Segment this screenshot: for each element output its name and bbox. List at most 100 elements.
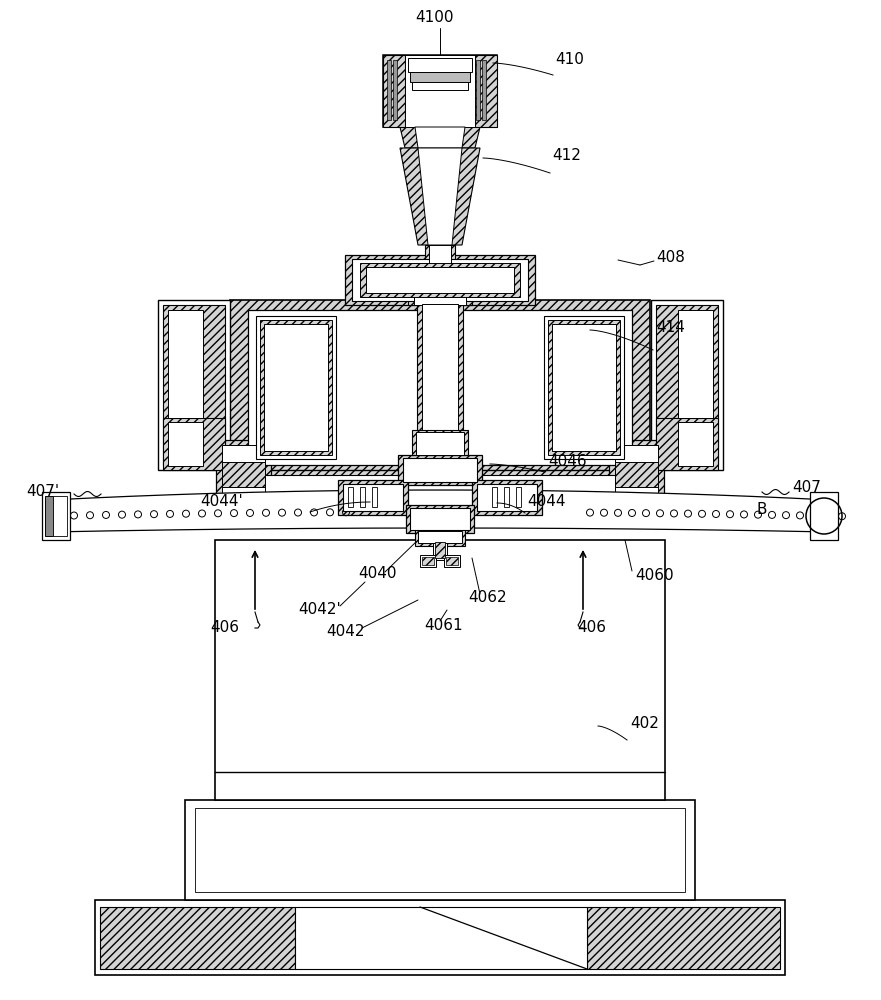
Bar — [422, 304, 458, 471]
Bar — [352, 259, 528, 301]
Text: 4044': 4044' — [200, 494, 243, 510]
Bar — [656, 305, 718, 465]
Bar — [216, 440, 271, 505]
Text: 4061: 4061 — [424, 617, 463, 633]
Bar — [163, 305, 225, 465]
Bar — [222, 445, 265, 500]
Bar — [412, 82, 468, 90]
Bar — [408, 58, 472, 72]
Bar — [383, 55, 497, 127]
Bar — [475, 55, 497, 127]
Bar — [609, 440, 664, 505]
Bar — [360, 487, 365, 507]
Bar — [163, 418, 225, 470]
Text: 4100: 4100 — [415, 9, 454, 24]
Bar — [422, 557, 434, 565]
Bar — [587, 907, 780, 969]
Bar — [516, 487, 521, 507]
Text: 410: 410 — [555, 52, 584, 68]
Bar — [678, 422, 713, 466]
Bar — [393, 60, 397, 120]
Text: 408: 408 — [656, 250, 685, 265]
Bar — [222, 462, 265, 487]
Bar — [260, 320, 332, 455]
Bar — [185, 800, 695, 900]
Bar — [256, 316, 336, 459]
Bar — [410, 72, 470, 82]
Bar — [482, 60, 486, 120]
Bar — [45, 496, 53, 536]
Bar — [387, 60, 391, 120]
Text: 406: 406 — [577, 620, 606, 636]
Bar — [168, 310, 203, 418]
Bar — [476, 60, 480, 120]
Bar — [417, 300, 463, 475]
Text: 402: 402 — [630, 716, 659, 732]
Polygon shape — [400, 127, 480, 148]
Bar — [398, 455, 482, 485]
Text: B: B — [756, 502, 766, 518]
Bar — [446, 557, 458, 565]
Bar — [406, 505, 474, 533]
Text: 4042': 4042' — [298, 602, 341, 617]
Bar — [651, 300, 723, 470]
Bar — [215, 540, 665, 800]
Bar — [408, 290, 472, 305]
Text: 4042: 4042 — [326, 624, 365, 640]
Bar — [615, 445, 658, 500]
Bar — [615, 462, 658, 487]
Bar — [410, 508, 470, 530]
Text: 4040: 4040 — [358, 566, 396, 580]
Bar — [343, 484, 403, 511]
Bar — [433, 540, 447, 560]
Bar — [348, 487, 353, 507]
Bar — [414, 290, 466, 305]
Text: 407: 407 — [792, 480, 821, 494]
Bar — [366, 267, 514, 293]
Bar — [372, 487, 377, 507]
Bar — [416, 432, 464, 455]
Text: 4060: 4060 — [635, 568, 674, 582]
Bar — [472, 480, 542, 515]
Bar — [230, 470, 650, 505]
Text: 407': 407' — [26, 485, 59, 499]
Bar — [248, 310, 632, 465]
Text: 406: 406 — [210, 620, 239, 636]
Bar — [403, 458, 477, 482]
Polygon shape — [418, 148, 462, 245]
Bar — [338, 480, 408, 515]
Bar — [420, 555, 436, 567]
Bar — [477, 484, 537, 511]
Bar — [95, 900, 785, 975]
Bar — [264, 324, 328, 451]
Bar — [810, 492, 838, 540]
Bar — [435, 542, 445, 558]
Bar — [429, 245, 451, 300]
Text: 4046: 4046 — [548, 454, 587, 470]
Bar — [504, 487, 509, 507]
Bar — [548, 320, 620, 455]
Bar — [425, 245, 455, 300]
Bar — [168, 422, 203, 466]
Text: 4062: 4062 — [468, 590, 507, 605]
Bar — [492, 487, 497, 507]
Text: 4044: 4044 — [527, 494, 566, 510]
Bar — [656, 418, 718, 470]
Bar — [383, 55, 405, 127]
Polygon shape — [400, 148, 480, 245]
Bar — [444, 555, 460, 567]
Text: 412: 412 — [552, 147, 581, 162]
Bar — [100, 907, 295, 969]
Bar — [412, 430, 468, 455]
Bar — [53, 496, 67, 536]
Bar — [544, 316, 624, 459]
Bar — [42, 492, 70, 540]
Bar — [158, 300, 230, 470]
Bar — [360, 263, 520, 297]
Bar — [230, 300, 650, 475]
Bar — [345, 255, 535, 305]
Text: 414: 414 — [656, 320, 685, 336]
Bar — [418, 531, 462, 543]
Polygon shape — [415, 127, 465, 148]
Bar — [405, 55, 475, 127]
